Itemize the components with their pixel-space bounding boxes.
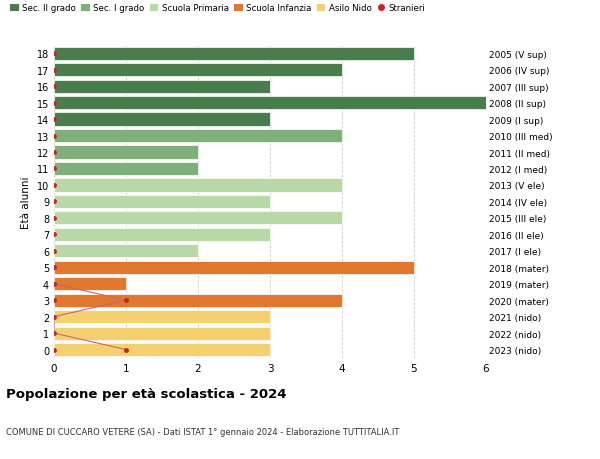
Bar	[54, 212, 342, 225]
Bar	[54, 80, 270, 94]
Bar	[54, 162, 198, 176]
Y-axis label: Età alunni: Età alunni	[21, 176, 31, 228]
Bar	[54, 261, 414, 274]
Bar	[54, 228, 270, 241]
Bar	[54, 64, 342, 77]
Bar	[54, 294, 342, 307]
Bar	[54, 146, 198, 159]
Bar	[54, 113, 270, 126]
Bar	[54, 196, 270, 208]
Text: COMUNE DI CUCCARO VETERE (SA) - Dati ISTAT 1° gennaio 2024 - Elaborazione TUTTIT: COMUNE DI CUCCARO VETERE (SA) - Dati IST…	[6, 427, 400, 436]
Bar	[54, 278, 126, 291]
Bar	[54, 97, 486, 110]
Bar	[54, 245, 198, 258]
Bar	[54, 48, 414, 61]
Bar	[54, 179, 342, 192]
Bar	[54, 130, 342, 143]
Bar	[54, 310, 270, 324]
Legend: Sec. II grado, Sec. I grado, Scuola Primaria, Scuola Infanzia, Asilo Nido, Stran: Sec. II grado, Sec. I grado, Scuola Prim…	[10, 4, 425, 13]
Bar	[54, 343, 270, 356]
Text: Popolazione per età scolastica - 2024: Popolazione per età scolastica - 2024	[6, 387, 287, 400]
Bar	[54, 327, 270, 340]
